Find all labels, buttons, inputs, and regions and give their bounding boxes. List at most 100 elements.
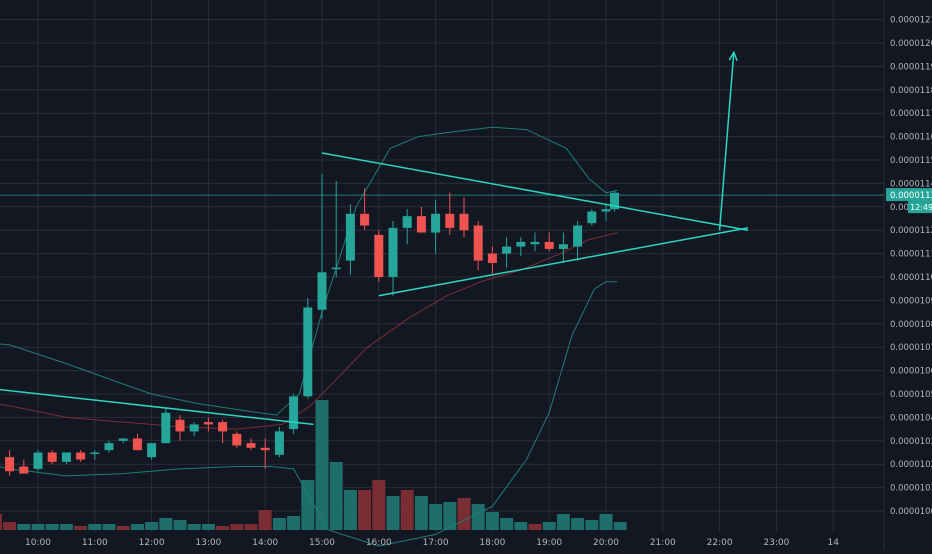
candle-body[interactable] [388,227,398,277]
candle-body[interactable] [587,211,597,224]
volume-bar [244,524,258,530]
candle-body[interactable] [502,246,512,254]
candle-body[interactable] [33,452,43,469]
candle-body[interactable] [303,307,313,397]
trendline[interactable] [378,227,749,297]
price-tick-label: 0.00001010 [890,484,932,494]
volume-bar [159,518,173,530]
volume-bar [74,526,88,530]
candle-body[interactable] [5,457,15,472]
candle-body[interactable] [431,213,441,233]
candle-body[interactable] [47,452,57,462]
arrow-head-icon [728,50,738,62]
volume-bar [500,518,514,530]
candle-body[interactable] [345,213,355,261]
candle-body[interactable] [104,443,114,451]
candle-body[interactable] [360,213,370,226]
candle-body[interactable] [232,433,242,446]
candle-body[interactable] [76,452,86,460]
volume-bar [443,502,457,530]
price-tick-label: 0.00001140 [890,179,932,189]
volume-bar [216,526,230,530]
price-tick-label: 0.00001210 [890,16,932,26]
candle-body[interactable] [118,438,128,441]
last-price-label-bg [886,188,932,202]
candle-body[interactable] [274,431,284,455]
candle-body[interactable] [189,424,199,432]
candle-body[interactable] [260,447,270,451]
time-tick-label: 20:00 [593,538,619,548]
time-tick-label: 13:00 [195,538,221,548]
candle-body[interactable] [516,241,526,247]
candle-body[interactable] [203,422,213,425]
volume-bar [457,498,471,530]
candle-body[interactable] [487,253,497,263]
candle-body[interactable] [19,466,29,474]
candle-body[interactable] [61,452,71,462]
candle-body[interactable] [558,244,568,249]
time-tick-label: 22:00 [707,538,733,548]
candle-body[interactable] [530,241,540,245]
volume-bar [45,524,59,530]
time-tick-label: 16:00 [366,538,392,548]
candle-body[interactable] [402,216,412,228]
volume-bar [130,524,144,530]
candle-body[interactable] [610,192,620,210]
time-tick-label: 10:00 [25,538,51,548]
volume-bar [102,524,116,530]
volume-bar [173,520,187,530]
candle-body[interactable] [544,241,554,249]
volume-bar [31,524,45,530]
price-tick-label: 0.00001040 [890,413,932,423]
trendline[interactable] [0,385,314,426]
price-tick-label: 0.00001020 [890,460,932,470]
volume-bar [386,496,400,530]
trendline-drawings[interactable] [0,50,749,426]
volume-bar [272,518,286,530]
candle-body[interactable] [416,216,426,233]
candle-body[interactable] [246,443,256,448]
price-tick-label: 0.00001050 [890,390,932,400]
projection-arrow-line[interactable] [718,52,735,231]
candle-body[interactable] [573,225,583,247]
price-tick-label: 0.00001070 [890,343,932,353]
time-tick-label: 14:00 [252,538,278,548]
candle-body[interactable] [90,452,100,455]
volume-bar [258,510,272,530]
candle-body[interactable] [161,412,171,444]
trendline[interactable] [321,152,749,231]
grid [0,0,885,550]
candle-body[interactable] [175,419,185,432]
price-tick-label: 0.00001160 [890,133,932,143]
candle-body[interactable] [289,396,299,430]
candles[interactable] [0,174,620,476]
volume-bar [514,522,528,530]
candle-body[interactable] [331,267,341,270]
price-tick-label: 0.00001190 [890,62,932,72]
price-tick-label: 0.00001150 [890,156,932,166]
candle-body[interactable] [473,225,483,261]
volume-bar [329,462,343,530]
candle-body[interactable] [317,272,327,310]
volume-bar [301,480,315,530]
volume-bar [201,524,215,530]
volume-bar [429,504,443,530]
candle-body[interactable] [147,443,157,458]
last-price-label: 0.00001135 [890,191,932,201]
candle-body[interactable] [601,209,611,212]
bollinger-bands [0,126,884,547]
bollinger-basis-line [0,232,618,430]
candle-body[interactable] [132,438,142,451]
candle-body[interactable] [374,234,384,277]
candle-body[interactable] [459,213,469,231]
volume-bar [187,524,201,530]
price-tick-label: 0.00001170 [890,109,932,119]
candle-body[interactable] [445,213,455,228]
volume-bar [59,524,73,530]
volume-bar [358,490,372,530]
candle-body[interactable] [218,422,228,432]
time-axis[interactable]: 10:00 11:00 12:00 13:00 14:00 15:00 16:00 17:00… [25,538,839,548]
